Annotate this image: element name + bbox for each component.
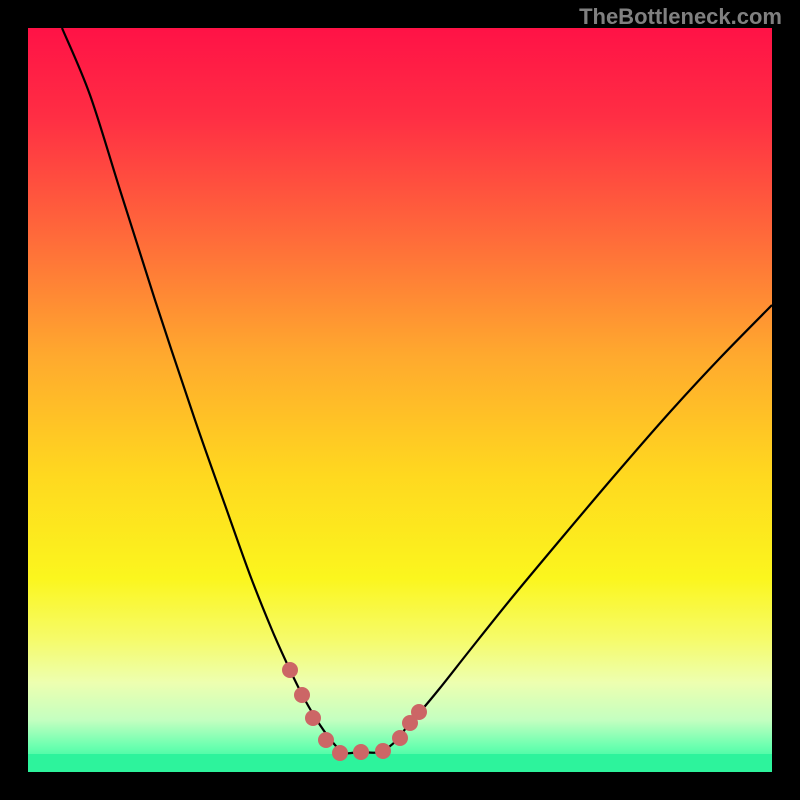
valley-marker — [411, 704, 427, 720]
valley-marker — [375, 743, 391, 759]
valley-marker — [305, 710, 321, 726]
valley-marker — [353, 744, 369, 760]
valley-marker — [332, 745, 348, 761]
plot-background — [28, 28, 772, 772]
valley-marker — [282, 662, 298, 678]
bottleneck-chart — [0, 0, 800, 800]
valley-marker — [392, 730, 408, 746]
optimal-strip — [28, 754, 772, 772]
valley-marker — [294, 687, 310, 703]
valley-marker — [318, 732, 334, 748]
watermark-text: TheBottleneck.com — [579, 4, 782, 30]
